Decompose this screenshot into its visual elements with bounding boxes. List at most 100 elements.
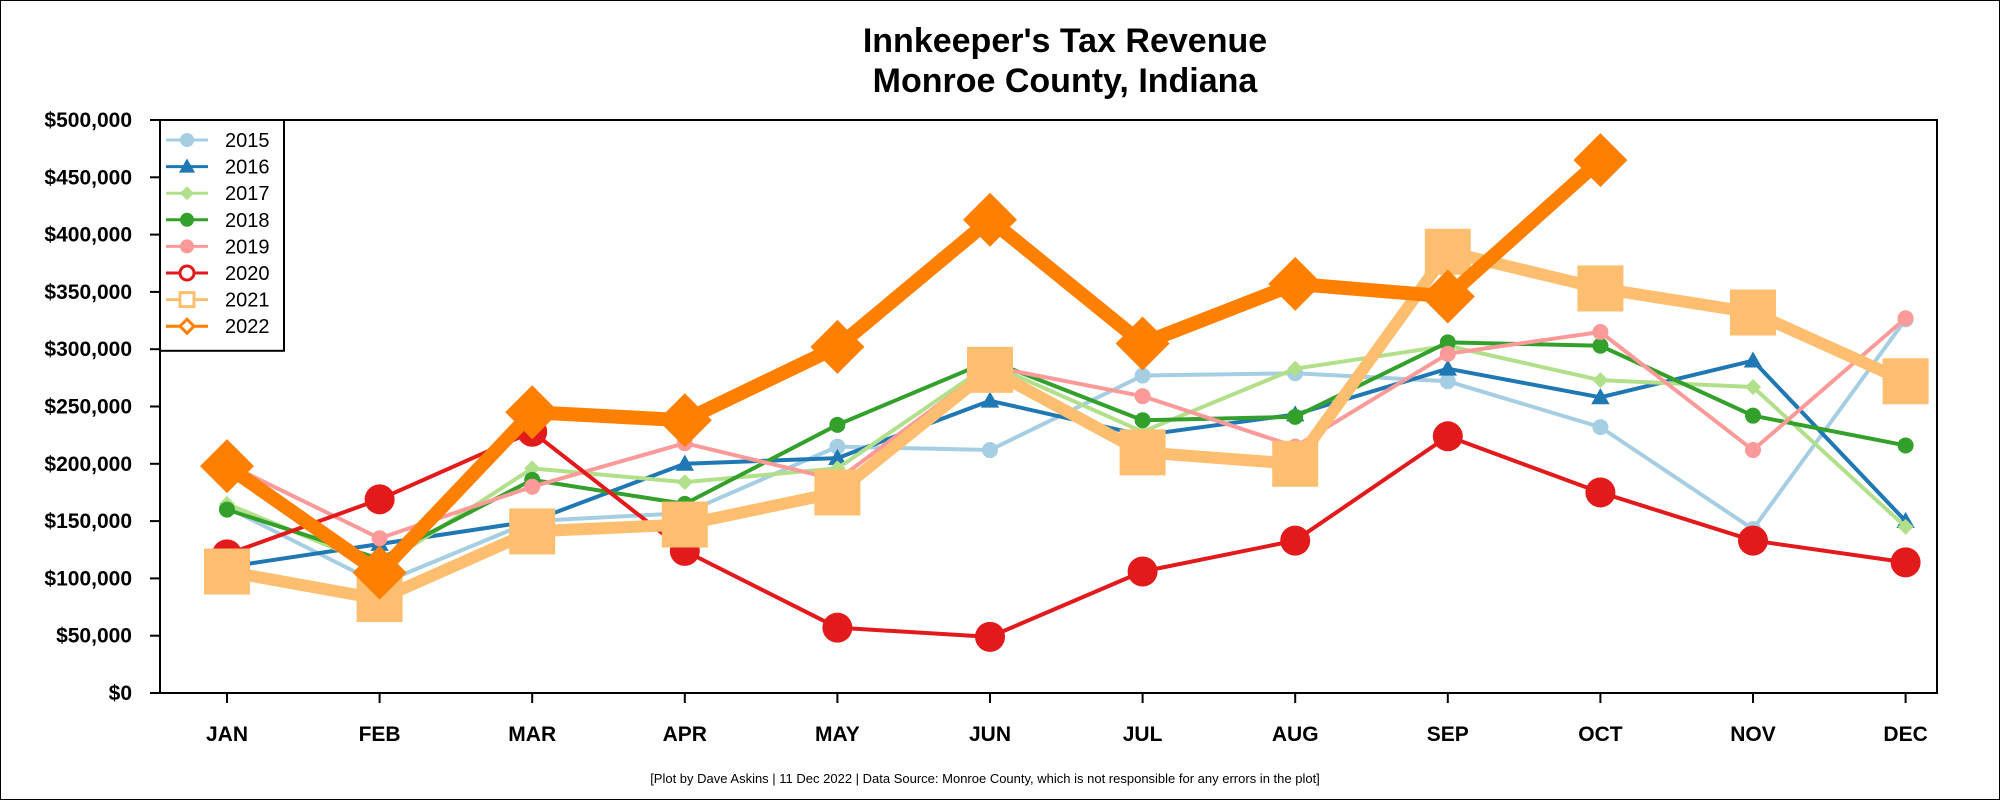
series-line-2018 xyxy=(225,340,1908,561)
data-point-2016-MAY xyxy=(828,448,847,465)
data-point-2021-MAR xyxy=(509,508,556,555)
data-point-2020-JUL xyxy=(1127,556,1158,587)
y-tick-label: $0 xyxy=(109,682,132,705)
y-tick-label: $50,000 xyxy=(56,625,132,648)
legend-marker-2022 xyxy=(177,317,197,336)
data-point-2021-MAY xyxy=(814,469,861,516)
series-line-2016 xyxy=(225,358,1908,569)
data-point-2021-APR xyxy=(661,501,708,548)
x-tick-label: OCT xyxy=(1578,723,1623,746)
data-point-2021-JUN xyxy=(967,346,1013,393)
x-tick-label: APR xyxy=(663,723,707,746)
y-tick-label: $500,000 xyxy=(44,109,132,132)
data-point-2016-SEP xyxy=(1438,359,1457,376)
legend-label-2019: 2019 xyxy=(225,236,270,258)
data-point-2022-JUN xyxy=(963,192,1017,247)
data-point-2021-JUL xyxy=(1119,429,1166,476)
data-point-2016-APR xyxy=(675,454,694,471)
data-point-2021-JAN xyxy=(204,548,250,595)
data-point-2017-APR xyxy=(676,474,693,491)
x-tick-label: DEC xyxy=(1883,723,1927,746)
series-2020 xyxy=(212,416,1921,652)
data-point-2017-MAR xyxy=(524,460,541,477)
x-tick-label: MAY xyxy=(815,723,860,746)
y-tick-label: $200,000 xyxy=(44,453,132,476)
legend-label-2021: 2021 xyxy=(225,290,270,312)
data-point-2022-JUL xyxy=(1115,316,1170,371)
data-point-2016-OCT xyxy=(1591,388,1610,405)
y-tick-label: $400,000 xyxy=(44,224,132,247)
data-point-2017-DEC xyxy=(1897,518,1914,535)
legend-label-2015: 2015 xyxy=(225,130,270,152)
data-point-2019-SEP xyxy=(1439,345,1456,362)
x-tick-label: JUL xyxy=(1123,723,1163,746)
data-point-2018-SEP xyxy=(1439,334,1456,351)
data-point-2020-FEB xyxy=(364,484,395,515)
x-axis: JAN FEB MAR APR MAY JUN JUL AUG SEP OCT NOV DEC xyxy=(206,693,1928,746)
x-tick-label: JAN xyxy=(206,723,248,746)
series-2022 xyxy=(200,133,1628,600)
x-tick-label: JUN xyxy=(969,723,1011,746)
series-line-2022 xyxy=(220,153,1608,580)
x-tick-label: SEP xyxy=(1427,723,1469,746)
chart-credit: [Plot by Dave Askins | 11 Dec 2022 | Dat… xyxy=(650,771,1320,786)
y-tick-label: $250,000 xyxy=(44,396,132,419)
data-point-2015-MAY xyxy=(829,438,846,455)
legend-marker-2020 xyxy=(178,264,196,282)
data-point-2022-MAY xyxy=(810,319,865,374)
x-tick-label: NOV xyxy=(1730,723,1776,746)
data-point-2019-OCT xyxy=(1592,324,1609,341)
data-point-2022-SEP xyxy=(1420,269,1475,324)
data-point-2021-AUG xyxy=(1272,440,1319,487)
data-point-2015-JUN xyxy=(982,442,998,459)
legend-marker-2017 xyxy=(180,186,194,201)
legend: 2015 2016 2017 2018 2019 2020 2021 2022 xyxy=(159,119,285,352)
legend-label-2017: 2017 xyxy=(225,183,270,205)
y-tick-label: $100,000 xyxy=(44,567,132,590)
data-point-2015-OCT xyxy=(1592,419,1609,436)
data-point-2019-MAR xyxy=(524,478,541,495)
series-layer xyxy=(200,133,1929,652)
legend-box xyxy=(159,119,285,352)
data-point-2022-JAN xyxy=(200,439,254,494)
series-2015 xyxy=(219,311,1914,593)
data-point-2018-OCT xyxy=(1592,337,1609,354)
series-2018 xyxy=(219,334,1914,567)
data-point-2020-SEP xyxy=(1432,421,1463,452)
legend-label-2020: 2020 xyxy=(225,263,270,285)
data-point-2018-DEC xyxy=(1897,437,1914,454)
x-tick-label: AUG xyxy=(1272,723,1319,746)
legend-label-2022: 2022 xyxy=(225,316,270,338)
data-point-2022-AUG xyxy=(1268,256,1323,311)
legend-marker-2018 xyxy=(180,212,194,227)
legend-marker-2016 xyxy=(178,158,196,173)
data-point-2018-JUL xyxy=(1134,412,1151,429)
data-point-2020-AUG xyxy=(1280,525,1311,556)
legend-marker-2015 xyxy=(180,133,194,147)
legend-marker-2019 xyxy=(180,239,194,254)
y-tick-label: $300,000 xyxy=(44,338,132,361)
data-point-2022-FEB xyxy=(352,545,407,600)
data-point-2015-SEP xyxy=(1439,373,1456,390)
data-point-2016-JUN xyxy=(980,391,1000,408)
data-point-2020-JUN xyxy=(975,621,1005,652)
data-point-2021-NOV xyxy=(1730,289,1776,336)
chart-title-line-2: Monroe County, Indiana xyxy=(873,62,1259,100)
data-point-2018-AUG xyxy=(1287,408,1304,425)
data-point-2021-SEP xyxy=(1424,228,1471,275)
y-tick-label: $350,000 xyxy=(44,281,132,304)
data-point-2018-NOV xyxy=(1745,407,1761,424)
data-point-2018-JAN xyxy=(219,501,235,518)
data-point-2021-DEC xyxy=(1882,358,1929,405)
data-point-2017-AUG xyxy=(1287,360,1304,377)
data-point-2022-APR xyxy=(657,393,712,448)
legend-marker-2021 xyxy=(178,291,196,309)
data-point-2019-DEC xyxy=(1897,310,1914,327)
data-point-2019-FEB xyxy=(371,530,388,547)
x-tick-label: FEB xyxy=(359,723,401,746)
data-point-2020-OCT xyxy=(1585,477,1616,508)
data-point-2018-MAY xyxy=(829,416,846,433)
series-line-2021 xyxy=(221,245,1912,606)
data-point-2020-MAY xyxy=(822,612,853,643)
